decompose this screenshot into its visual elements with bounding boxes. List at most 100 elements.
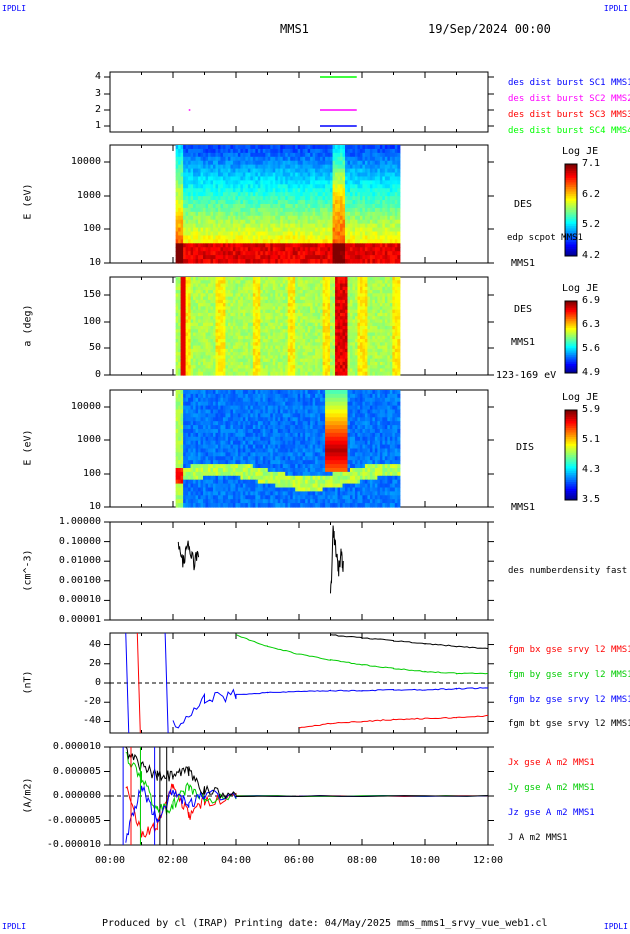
des-pitch-cell xyxy=(227,309,232,314)
des-pitch-cell xyxy=(208,329,212,334)
des-energy-cell xyxy=(235,223,239,229)
des-pitch-cell xyxy=(247,303,251,307)
des-pitch-cell xyxy=(317,348,321,353)
des-pitch-cell xyxy=(307,277,311,281)
des-energy-cell xyxy=(215,235,219,240)
des-pitch-cell xyxy=(265,280,269,285)
des-energy-cell xyxy=(394,259,398,264)
des-pitch-cell xyxy=(335,332,339,337)
des-energy-cell xyxy=(312,148,316,154)
des-energy-cell xyxy=(232,192,237,197)
des-energy-cell xyxy=(357,156,361,162)
des-pitch-cell xyxy=(265,322,269,327)
des-pitch-cell xyxy=(232,335,237,340)
des-energy-cell xyxy=(255,172,259,178)
des-energy-cell xyxy=(377,184,381,189)
des-pitch-cell xyxy=(310,312,314,317)
des-energy-cell xyxy=(322,247,326,252)
des-pitch-cell xyxy=(349,290,354,294)
des-energy-cell xyxy=(337,235,341,240)
des-pitch-cell xyxy=(332,316,336,321)
des-pitch-cell xyxy=(257,309,261,314)
des-pitch-cell xyxy=(267,280,271,285)
des-pitch-cell xyxy=(245,309,249,314)
des-energy-cell xyxy=(305,227,309,233)
des-pitch-cell xyxy=(337,319,341,324)
des-energy-cell xyxy=(312,152,316,158)
des-pitch-cell xyxy=(347,293,351,298)
des-energy-cell xyxy=(384,172,388,178)
des-pitch-cell xyxy=(312,299,316,304)
des-pitch-cell xyxy=(175,293,179,298)
des-pitch-cell xyxy=(397,296,401,301)
des-pitch-cell xyxy=(212,332,217,337)
des-pitch-cell xyxy=(377,286,381,291)
des-energy-cell xyxy=(277,152,281,158)
des-pitch-cell xyxy=(270,283,274,288)
des-pitch-cell xyxy=(349,286,354,291)
des-energy-cell xyxy=(342,172,346,178)
des-energy-cell xyxy=(372,148,376,154)
des-pitch-cell xyxy=(325,345,329,350)
des-pitch-cell xyxy=(332,332,336,337)
des-pitch-cell xyxy=(367,296,371,301)
des-pitch-cell xyxy=(372,342,376,347)
des-pitch-cell xyxy=(374,283,378,288)
des-energy-cell xyxy=(322,145,326,150)
des-energy-cell xyxy=(377,211,381,217)
des-energy-cell xyxy=(212,176,217,181)
des-energy-cell xyxy=(265,152,269,158)
des-energy-colorbar-cell xyxy=(565,251,577,255)
des-energy-cell xyxy=(387,160,391,166)
des-pitch-cell xyxy=(325,280,329,285)
des-energy-cell xyxy=(307,247,311,252)
des-pitch-cell xyxy=(285,316,289,321)
des-pitch-cell xyxy=(217,342,222,347)
des-energy-cell xyxy=(340,223,344,229)
des-pitch-cell xyxy=(307,293,311,298)
des-pitch-cell xyxy=(252,339,256,343)
des-energy-cell xyxy=(357,247,361,252)
des-energy-cell xyxy=(359,223,364,229)
des-pitch-cell xyxy=(267,293,271,298)
des-energy-cell xyxy=(367,215,371,221)
des-energy-cell xyxy=(183,215,187,221)
des-energy-cell xyxy=(382,168,386,174)
des-pitch-cell xyxy=(359,319,364,324)
des-energy-cell xyxy=(280,243,284,248)
des-energy-cell xyxy=(220,192,224,197)
des-pitch-cell xyxy=(277,319,281,324)
des-pitch-cell xyxy=(275,342,279,347)
des-pitch-cell xyxy=(185,326,189,330)
des-pitch-cell xyxy=(312,283,316,288)
des-pitch-cell xyxy=(292,309,296,314)
des-energy-cell xyxy=(357,172,361,178)
des-energy-cell xyxy=(300,215,304,221)
des-pitch-cell xyxy=(282,290,286,294)
des-pitch-cell xyxy=(305,277,309,281)
des-pitch-cell xyxy=(392,332,396,337)
des-pitch-cell xyxy=(237,290,241,294)
des-energy-cell xyxy=(267,223,271,229)
des-energy-cell xyxy=(272,172,276,178)
des-pitch-cell xyxy=(392,290,396,294)
des-energy-cell xyxy=(357,227,361,233)
des-pitch-cell xyxy=(300,309,304,314)
des-energy-cell xyxy=(260,164,264,170)
des-pitch-cell xyxy=(297,348,301,353)
des-energy-cell xyxy=(354,255,359,260)
des-energy-cell xyxy=(210,255,214,260)
des-pitch-cell xyxy=(275,329,279,334)
des-pitch-cell xyxy=(357,277,361,281)
des-energy-cell xyxy=(230,215,234,221)
des-energy-cell xyxy=(369,145,374,150)
des-energy-cell xyxy=(287,204,291,209)
des-energy-cell xyxy=(267,231,271,237)
des-pitch-cell xyxy=(265,348,269,353)
des-pitch-cell xyxy=(357,345,361,350)
des-pitch-cell xyxy=(317,319,321,324)
des-pitch-cell xyxy=(287,286,291,291)
des-pitch-cell xyxy=(242,306,246,311)
des-energy-cell xyxy=(359,148,364,154)
des-pitch-cell xyxy=(190,312,194,317)
